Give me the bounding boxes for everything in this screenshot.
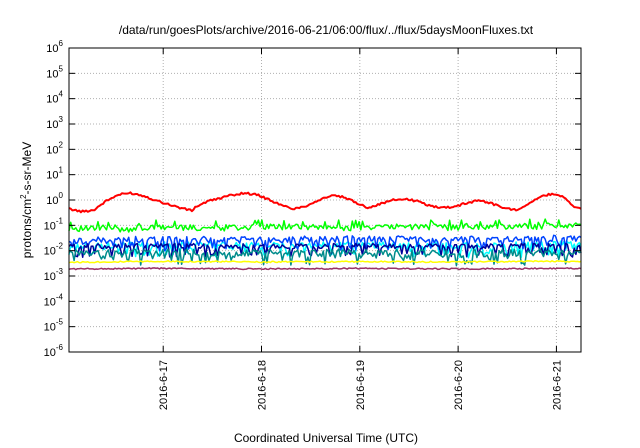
y-axis-label-sup: 2: [19, 194, 28, 199]
y-tick-label: 100: [46, 191, 63, 207]
y-tick-label: 106: [46, 39, 63, 55]
y-tick-label: 10-6: [44, 343, 64, 359]
y-axis-label: protons/cm2-s-sr-MeV: [19, 142, 34, 258]
series-line: [68, 248, 582, 267]
series-line: [68, 191, 582, 214]
x-tick-label: 2016-6-19: [355, 360, 367, 410]
x-tick-label: 2016-6-18: [257, 360, 269, 410]
series-line: [68, 267, 582, 271]
series-line: [68, 218, 582, 233]
y-axis-label-base: protons/cm: [20, 199, 34, 258]
y-tick-label: 104: [46, 90, 63, 106]
y-tick-label: 10-4: [44, 292, 64, 308]
series-line: [68, 259, 582, 264]
y-axis-label-rest: -s-sr-MeV: [20, 142, 34, 195]
y-tick-label: 10-2: [44, 242, 64, 258]
y-tick-label: 10-3: [44, 267, 64, 283]
x-axis-ticks: 2016-6-17 2016-6-18 2016-6-19 2016-6-20 2016…: [158, 48, 563, 410]
grid-lines: [69, 48, 581, 352]
x-tick-label: 2016-6-17: [158, 360, 170, 410]
chart-title: /data/run/goesPlots/archive/2016-06-21/0…: [119, 23, 534, 37]
y-tick-label: 10-1: [44, 216, 64, 232]
x-tick-label: 2016-6-21: [551, 360, 563, 410]
x-axis-label: Coordinated Universal Time (UTC): [234, 431, 418, 445]
series-line: [68, 240, 582, 259]
y-tick-label: 10-5: [44, 318, 64, 334]
y-axis-ticks: 10-6 10-5 10-4 10-3 10-2 10-1 100 101 102 103 104 1…: [44, 39, 581, 359]
data-series: [68, 191, 582, 271]
y-tick-label: 105: [46, 64, 63, 80]
y-tick-label: 103: [46, 115, 63, 131]
series-line: [68, 234, 582, 252]
y-tick-label: 101: [46, 166, 63, 182]
x-tick-label: 2016-6-20: [453, 360, 465, 410]
y-tick-label: 102: [46, 140, 63, 156]
